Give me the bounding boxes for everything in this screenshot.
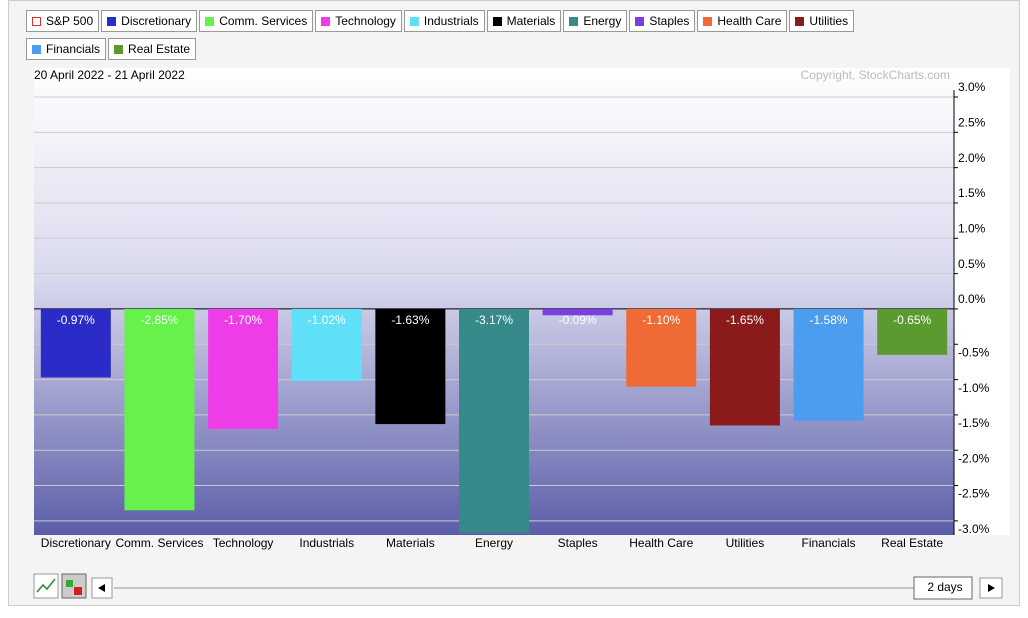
- value-label: -1.02%: [308, 313, 346, 327]
- bar: [877, 308, 948, 355]
- legend-swatch: [795, 16, 805, 26]
- line-view-button[interactable]: [33, 573, 59, 599]
- legend-swatch: [409, 16, 419, 26]
- line-icon: [36, 578, 56, 593]
- y-tick-label: 1.5%: [958, 186, 986, 200]
- x-tick-label: Energy: [475, 536, 513, 550]
- copyright: Copyright, StockCharts.com: [801, 68, 950, 82]
- value-label: -3.17%: [475, 313, 513, 327]
- bar-icon: [74, 587, 82, 595]
- legend-swatch: [114, 44, 124, 54]
- legend-item[interactable]: Energy: [563, 10, 628, 32]
- value-label: -2.85%: [140, 313, 178, 327]
- y-tick-label: 2.0%: [958, 151, 986, 165]
- legend-item[interactable]: Health Care: [697, 10, 788, 32]
- date-range: 20 April 2022 - 21 April 2022: [34, 68, 185, 82]
- x-tick-label: Materials: [386, 536, 435, 550]
- value-label: -1.58%: [810, 313, 848, 327]
- x-tick-label: Staples: [558, 536, 598, 550]
- legend-swatch: [703, 16, 713, 26]
- legend-item[interactable]: Industrials: [403, 10, 485, 32]
- x-tick-label: Financials: [802, 536, 856, 550]
- legend-swatch: [569, 16, 579, 26]
- bar: [375, 308, 446, 425]
- legend-swatch: [32, 44, 41, 54]
- bar: [40, 308, 111, 378]
- legend-label: Utilities: [809, 14, 849, 28]
- axis-area: [954, 68, 1010, 535]
- y-tick-label: -2.0%: [958, 451, 990, 465]
- legend-swatch: [205, 16, 215, 26]
- legend-swatch: [107, 16, 117, 26]
- bar: [709, 308, 780, 426]
- bar: [459, 308, 529, 533]
- right-arrow-icon: [988, 584, 995, 592]
- x-tick-label: Real Estate: [881, 536, 943, 550]
- legend-item[interactable]: Staples: [629, 10, 696, 32]
- legend-item[interactable]: S&P 500: [26, 10, 100, 32]
- legend-label: Energy: [583, 14, 622, 28]
- legend-label: Industrials: [423, 14, 479, 28]
- legend-item[interactable]: Comm. Services: [199, 10, 314, 32]
- bar: [542, 308, 613, 316]
- y-tick-label: 3.0%: [958, 80, 986, 94]
- value-label: -1.70%: [224, 313, 262, 327]
- value-label: -0.65%: [893, 313, 931, 327]
- legend-label: S&P 500: [46, 14, 94, 28]
- x-tick-label: Utilities: [726, 536, 765, 550]
- y-tick-label: 0.0%: [958, 292, 986, 306]
- bar: [291, 308, 362, 381]
- bar: [626, 308, 697, 387]
- y-tick-label: -0.5%: [958, 345, 990, 359]
- x-tick-label: Comm. Services: [115, 536, 203, 550]
- value-label: -1.65%: [726, 313, 764, 327]
- left-arrow-icon: [98, 584, 105, 592]
- legend-label: Technology: [335, 14, 396, 28]
- y-tick-label: -1.5%: [958, 416, 990, 430]
- range-button[interactable]: [913, 576, 973, 600]
- legend-label: Financials: [46, 42, 101, 56]
- y-tick-label: 0.5%: [958, 257, 986, 271]
- x-tick-label: Technology: [213, 536, 274, 550]
- x-tick-label: Discretionary: [41, 536, 111, 550]
- legend-item[interactable]: Discretionary: [101, 10, 198, 32]
- bar: [208, 308, 279, 430]
- legend-label: Real Estate: [128, 42, 191, 56]
- legend-item[interactable]: Real Estate: [108, 38, 197, 60]
- legend-item[interactable]: Financials: [26, 38, 107, 60]
- legend: S&P 500 Discretionary Comm. Services Techno…: [26, 10, 926, 60]
- legend-label: Health Care: [717, 14, 782, 28]
- bar-icon: [66, 580, 73, 587]
- legend-swatch: [321, 16, 331, 26]
- legend-label: Staples: [649, 14, 690, 28]
- y-tick-label: 1.0%: [958, 221, 986, 235]
- bar: [793, 308, 864, 421]
- legend-swatch: [635, 16, 645, 26]
- legend-label: Comm. Services: [219, 14, 308, 28]
- legend-swatch: [492, 16, 502, 26]
- value-label: -1.10%: [642, 313, 680, 327]
- legend-swatch: [32, 16, 41, 26]
- x-tick-label: Health Care: [629, 536, 693, 550]
- value-label: -0.09%: [559, 313, 597, 327]
- legend-item[interactable]: Materials: [486, 10, 562, 32]
- y-tick-label: 2.5%: [958, 115, 986, 129]
- bar: [124, 308, 195, 511]
- value-label: -1.63%: [391, 313, 429, 327]
- legend-label: Materials: [506, 14, 556, 28]
- value-label: -0.97%: [57, 313, 95, 327]
- legend-label: Discretionary: [121, 14, 192, 28]
- bottom-controls: 2 days: [33, 573, 1003, 600]
- y-tick-label: -3.0%: [958, 522, 990, 536]
- legend-item[interactable]: Utilities: [789, 10, 855, 32]
- range-label: 2 days: [927, 580, 962, 594]
- x-tick-label: Industrials: [299, 536, 354, 550]
- legend-item[interactable]: Technology: [315, 10, 402, 32]
- y-tick-label: -1.0%: [958, 381, 990, 395]
- y-tick-label: -2.5%: [958, 487, 990, 501]
